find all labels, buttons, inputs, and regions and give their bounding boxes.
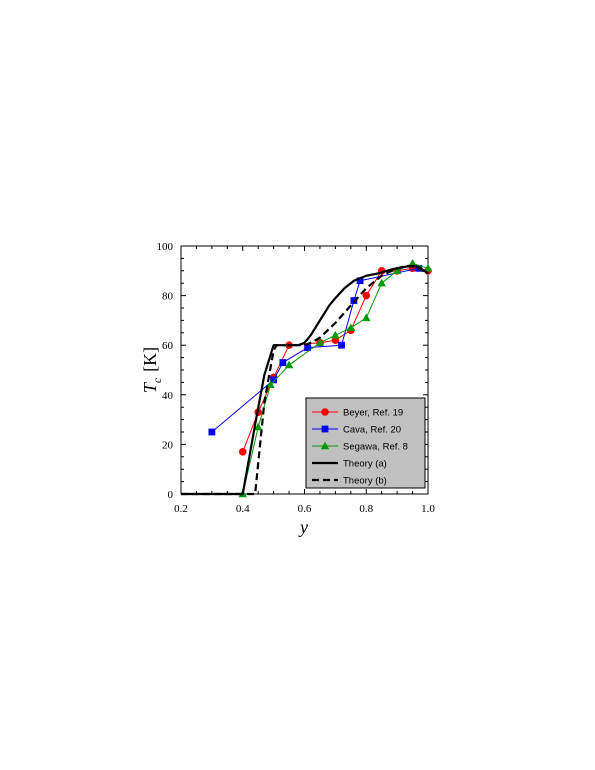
y-tick-label: 100	[157, 241, 174, 253]
legend-item-theory-a: Theory (a)	[312, 459, 387, 470]
y-tick-labels: 0 20 40 60 80 100	[157, 241, 174, 501]
data-point	[284, 360, 294, 369]
y-axis-subscript: c	[150, 377, 164, 383]
data-point	[362, 313, 371, 322]
data-point	[266, 380, 275, 389]
y-axis-label: Tc [K]	[140, 347, 164, 393]
x-tick-label: 1.0	[421, 503, 435, 515]
legend-item-cava-ref-20: Cava, Ref. 20	[312, 425, 401, 436]
data-point	[408, 258, 417, 267]
legend-label: Cava, Ref. 20	[343, 425, 401, 436]
legend-item-beyer-ref-19: Beyer, Ref. 19	[312, 408, 403, 419]
x-tick-label: 0.2	[174, 503, 188, 515]
data-point	[392, 266, 402, 274]
data-point	[253, 422, 263, 431]
legend-label: Segawa, Ref. 8	[343, 442, 408, 453]
y-axis-symbol: T	[140, 381, 160, 393]
y-tick-label: 80	[162, 291, 174, 303]
data-point	[346, 323, 356, 332]
series-layer	[181, 258, 433, 498]
legend-marker	[320, 441, 330, 450]
legend-marker	[321, 425, 329, 433]
y-tick-label: 60	[162, 340, 174, 352]
data-point	[279, 359, 287, 366]
x-tick-label: 0.6	[298, 503, 312, 515]
x-tick-labels: 0.2 0.4 0.6 0.8 1.0	[174, 503, 435, 515]
svg-text:Tc[K]: Tc [K]	[140, 347, 164, 393]
data-point	[331, 330, 340, 339]
data-point	[208, 428, 216, 436]
data-point	[315, 338, 325, 346]
data-point	[356, 277, 364, 285]
legend-label: Beyer, Ref. 19	[343, 408, 403, 419]
data-point	[338, 341, 345, 349]
y-tick-label: 0	[168, 489, 174, 501]
x-tick-label: 0.8	[359, 503, 373, 515]
x-tick-label: 0.4	[236, 503, 250, 515]
theory-curve	[181, 264, 429, 496]
legend-item-theory-b: Theory (b)	[312, 476, 387, 487]
y-tick-label: 20	[162, 439, 174, 451]
y-axis-unit: [K]	[140, 347, 160, 372]
series-theory-a	[181, 264, 429, 496]
data-point	[304, 344, 311, 352]
series-line	[242, 262, 429, 495]
data-point	[238, 448, 247, 456]
data-point	[362, 291, 371, 300]
data-point	[270, 376, 278, 384]
data-point	[423, 263, 433, 272]
legend: Beyer, Ref. 19 Cava, Ref. 20 Segawa, Ref. …	[305, 397, 426, 489]
x-axis-label: y	[298, 517, 308, 537]
legend-marker	[321, 408, 329, 416]
theory-curve	[181, 264, 429, 496]
legend-item-segawa-ref-8: Segawa, Ref. 8	[312, 442, 408, 453]
series-theory-b	[181, 264, 429, 496]
legend-label: Theory (b)	[343, 476, 387, 487]
y-tick-label: 40	[162, 390, 174, 402]
data-point	[377, 278, 386, 287]
legend-label: Theory (a)	[343, 459, 387, 470]
